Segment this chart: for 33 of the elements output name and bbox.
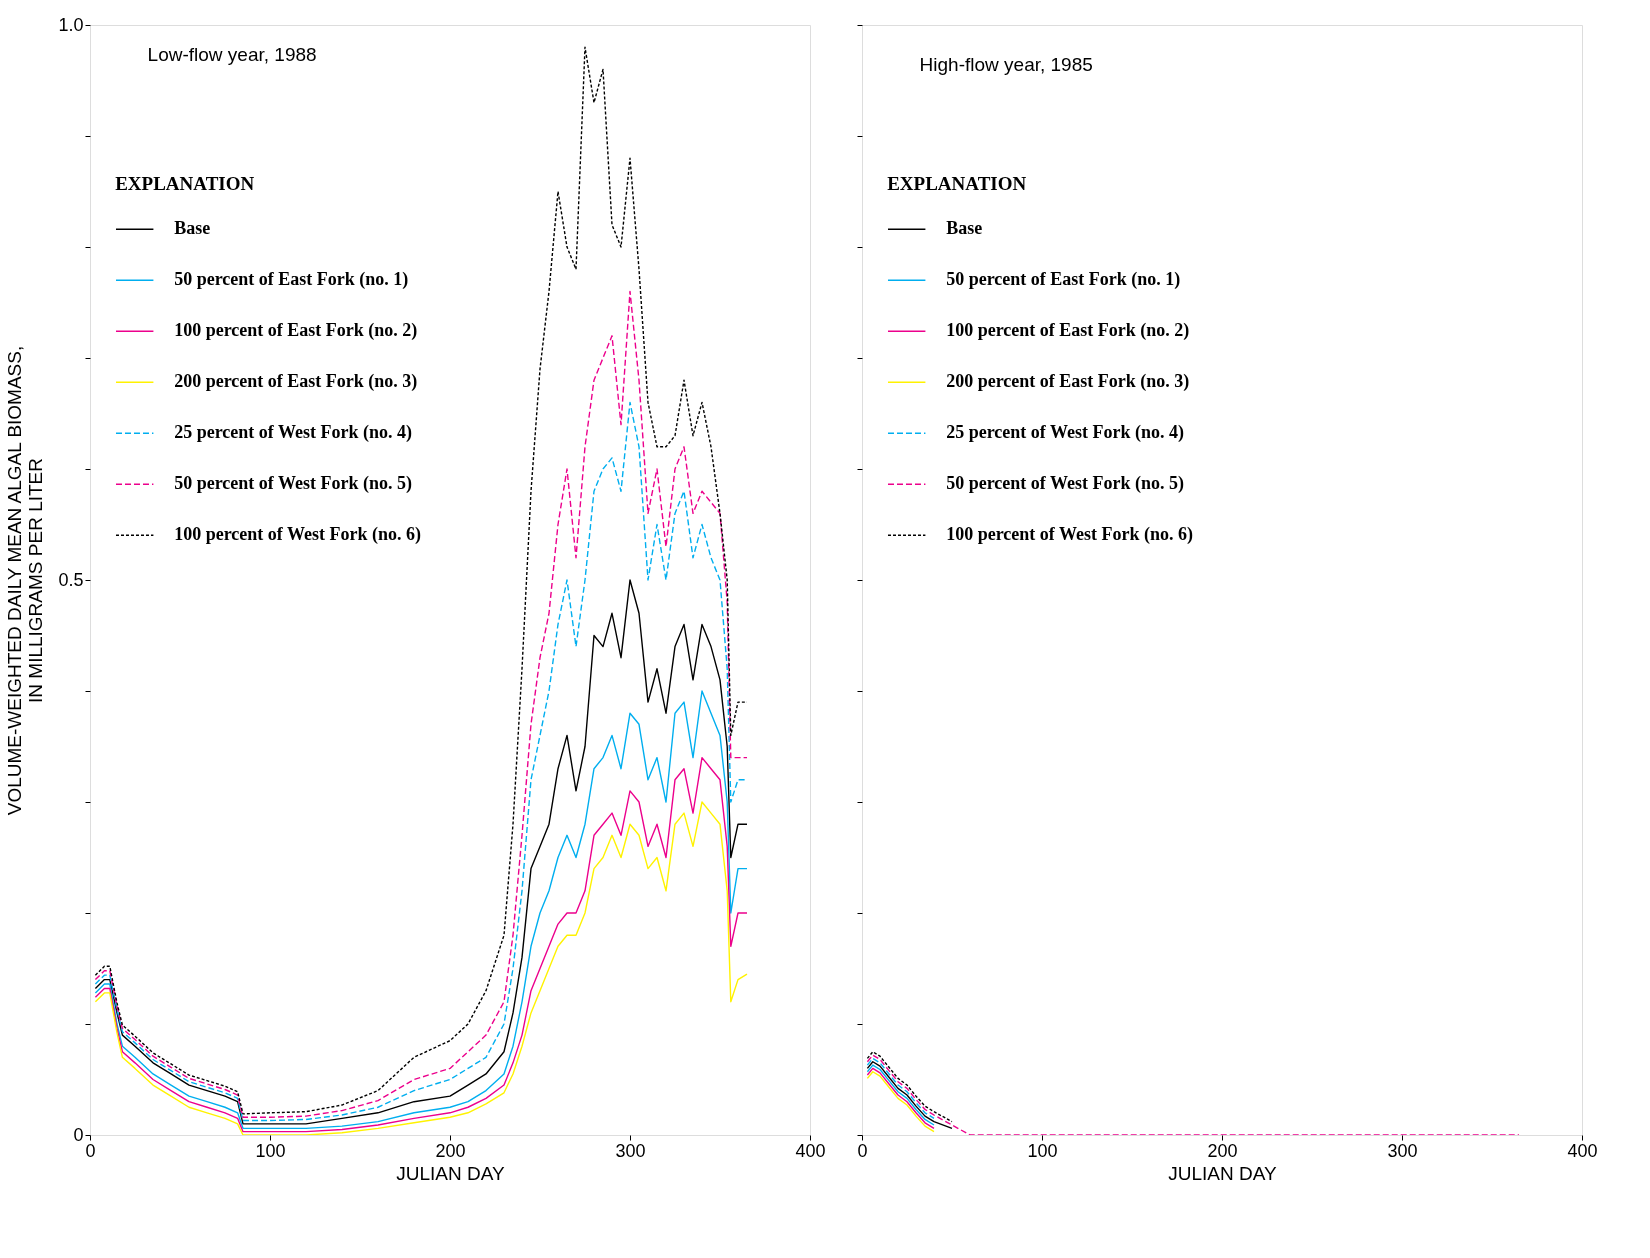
y-tick-label: 1.0 [58, 14, 84, 35]
legend-label: 50 percent of East Fork (no. 1) [174, 269, 409, 291]
legend-label: 25 percent of West Fork (no. 4) [174, 422, 413, 444]
x-axis-title: JULIAN DAY [1168, 1162, 1278, 1184]
legend-label: 200 percent of East Fork (no. 3) [946, 371, 1190, 393]
x-tick-label: 400 [795, 1140, 826, 1161]
legend-label: 100 percent of West Fork (no. 6) [946, 524, 1194, 546]
legend-label: 100 percent of West Fork (no. 6) [174, 524, 422, 546]
legend-label: 50 percent of East Fork (no. 1) [946, 269, 1181, 291]
legend-label: 50 percent of West Fork (no. 5) [946, 473, 1185, 495]
annotation: High-flow year, 1985 [919, 54, 1093, 75]
y-tick-label: 0.5 [58, 569, 84, 590]
x-tick-label: 200 [1207, 1140, 1238, 1161]
annotation: Low-flow year, 1988 [147, 44, 317, 65]
legend-label: 200 percent of East Fork (no. 3) [174, 371, 418, 393]
legend-label: 100 percent of East Fork (no. 2) [174, 320, 418, 342]
y-tick-label: 0 [73, 1124, 84, 1145]
legend-title: EXPLANATION [115, 172, 255, 194]
x-tick-label: 100 [255, 1140, 286, 1161]
x-tick-label: 100 [1027, 1140, 1058, 1161]
x-tick-label: 400 [1567, 1140, 1598, 1161]
legend-label: Base [174, 218, 211, 239]
y-axis-title: VOLUME-WEIGHTED DAILY MEAN ALGAL BIOMASS, IN MILLIGRAMS PER LITER [4, 345, 47, 816]
x-tick-label: 0 [857, 1140, 868, 1161]
x-tick-label: 300 [1387, 1140, 1418, 1161]
legend-title: EXPLANATION [887, 172, 1027, 194]
legend-label: 50 percent of West Fork (no. 5) [174, 473, 413, 495]
x-tick-label: 300 [615, 1140, 646, 1161]
x-axis-title: JULIAN DAY [396, 1162, 506, 1184]
legend-label: 25 percent of West Fork (no. 4) [946, 422, 1185, 444]
legend-label: 100 percent of East Fork (no. 2) [946, 320, 1190, 342]
x-tick-label: 200 [435, 1140, 466, 1161]
legend-label: Base [946, 218, 983, 239]
